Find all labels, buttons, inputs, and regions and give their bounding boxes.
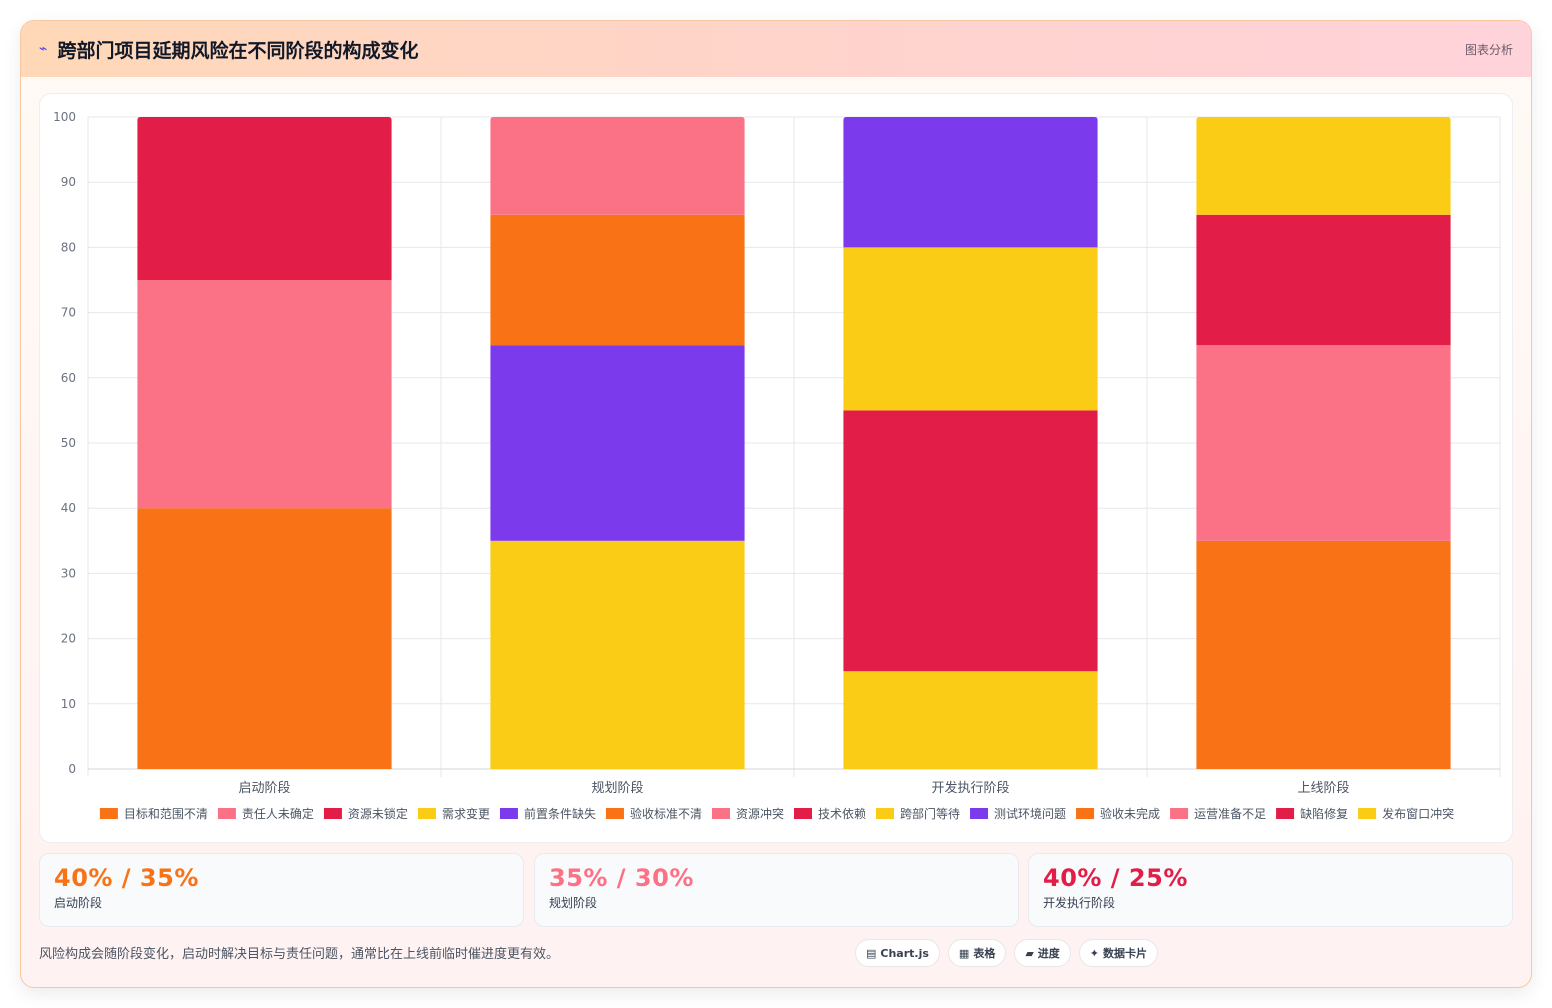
chart-icon: ▤ — [866, 946, 877, 960]
stat-value: 40% / 25% — [1043, 864, 1188, 892]
legend-label: 目标和范围不清 — [124, 807, 208, 821]
chart-line-icon: ⌁ — [39, 41, 48, 57]
bar-segment — [843, 671, 1098, 769]
chart-panel: 0 10 20 30 40 50 60 70 80 90 100 启动阶段 规划阶段 开发执行阶段 上线阶段… — [39, 93, 1513, 843]
legend-label: 运营准备不足 — [1194, 807, 1266, 821]
legend-label: 前置条件缺失 — [524, 806, 596, 821]
legend-label: 测试环境问题 — [994, 806, 1066, 821]
bar-segment — [137, 508, 392, 769]
y-tick-label: 90 — [61, 175, 76, 189]
legend-swatch — [876, 808, 895, 819]
legend-swatch — [794, 808, 812, 819]
bar-segment — [1196, 345, 1451, 541]
stat-label: 启动阶段 — [54, 896, 103, 910]
legend-label: 责任人未确定 — [242, 806, 314, 821]
pill-table[interactable]: ▦ 表格 — [947, 939, 1007, 967]
card-header: ⌁ 跨部门项目延期风险在不同阶段的构成变化 图表分析 — [21, 21, 1531, 77]
stacked-bar-chart: 0 10 20 30 40 50 60 70 80 90 100 启动阶段 规划阶段 开发执行阶段 上线阶段… — [53, 110, 1501, 821]
view-switcher: ▤ Chart.js ▦ 表格 ▰ 进度 ✦ 数据卡片 — [855, 939, 1159, 967]
y-tick-label: 20 — [61, 632, 76, 646]
y-tick-label: 80 — [61, 240, 76, 254]
chart-card: ⌁ 跨部门项目延期风险在不同阶段的构成变化 图表分析 0 10 20 30 40 50 60… — [20, 20, 1532, 988]
legend-swatch — [499, 808, 518, 819]
bar-segment — [137, 280, 392, 509]
bar-segment — [843, 247, 1098, 411]
pill-progress[interactable]: ▰ 进度 — [1014, 939, 1071, 967]
legend-swatch — [1358, 808, 1377, 819]
y-tick-label: 60 — [61, 371, 76, 385]
legend-label: 验收未完成 — [1100, 806, 1160, 821]
chart-title: 跨部门项目延期风险在不同阶段的构成变化 — [57, 39, 419, 62]
legend-swatch — [711, 808, 730, 819]
legend-swatch — [1170, 808, 1189, 819]
y-tick-label: 10 — [61, 697, 76, 711]
stat-value: 35% / 30% — [549, 864, 694, 892]
footer-note: 风险构成会随阶段变化，启动时解决目标与责任问题，通常比在上线前临时催进度更有效。 — [39, 947, 560, 962]
bar-segment — [490, 214, 745, 346]
legend-swatch — [217, 808, 236, 819]
y-tick-label: 50 — [61, 436, 76, 450]
legend-label: 需求变更 — [442, 806, 490, 821]
legend-label: 缺陷修复 — [1300, 806, 1348, 821]
chart-analysis-tag[interactable]: 图表分析 — [1464, 43, 1513, 57]
legend-swatch — [99, 808, 118, 819]
pill-chartjs[interactable]: ▤ Chart.js — [855, 939, 940, 967]
progress-icon: ▰ — [1025, 946, 1034, 960]
legend-swatch — [1276, 808, 1295, 819]
stat-card-development: 40% / 25% 开发执行阶段 — [1028, 853, 1513, 927]
bar-segment — [490, 540, 745, 769]
legend-label: 资源未锁定 — [348, 806, 408, 821]
stat-label: 规划阶段 — [549, 896, 598, 910]
bar-segment — [1196, 117, 1451, 215]
x-tick-label: 开发执行阶段 — [931, 780, 1009, 796]
stat-card-planning: 35% / 30% 规划阶段 — [534, 853, 1019, 927]
bar-segment — [843, 117, 1098, 248]
legend-swatch — [970, 808, 989, 819]
legend-swatch — [417, 808, 436, 819]
bar-segment — [1196, 214, 1451, 346]
sparkle-icon: ✦ — [1089, 946, 1100, 960]
bar-segment — [137, 117, 392, 280]
y-tick-label: 30 — [61, 566, 76, 580]
legend-label: 技术依赖 — [818, 806, 866, 821]
legend-label: 资源冲突 — [736, 806, 784, 821]
legend-label: 发布窗口冲突 — [1382, 806, 1454, 821]
legend-swatch — [605, 808, 624, 819]
x-tick-label: 上线阶段 — [1297, 781, 1349, 796]
bar-segment — [843, 410, 1098, 672]
x-tick-label: 启动阶段 — [238, 781, 290, 796]
pill-data-cards[interactable]: ✦ 数据卡片 — [1078, 939, 1159, 967]
legend-label: 跨部门等待 — [900, 806, 960, 821]
x-tick-label: 规划阶段 — [591, 781, 643, 796]
y-tick-label: 100 — [53, 110, 76, 124]
legend-swatch — [1076, 808, 1095, 819]
stat-card-startup: 40% / 35% 启动阶段 — [39, 853, 524, 927]
bar-segment — [490, 345, 745, 541]
stat-value: 40% / 35% — [54, 864, 199, 892]
table-icon: ▦ — [958, 946, 970, 960]
legend-swatch — [323, 808, 342, 819]
y-tick-label: 0 — [68, 762, 76, 776]
y-tick-label: 40 — [61, 501, 76, 515]
stat-label: 开发执行阶段 — [1043, 896, 1116, 910]
y-tick-label: 70 — [61, 306, 76, 320]
bar-segment — [1196, 540, 1451, 769]
bar-segment — [490, 117, 745, 215]
legend-label: 验收标准不清 — [630, 806, 702, 821]
